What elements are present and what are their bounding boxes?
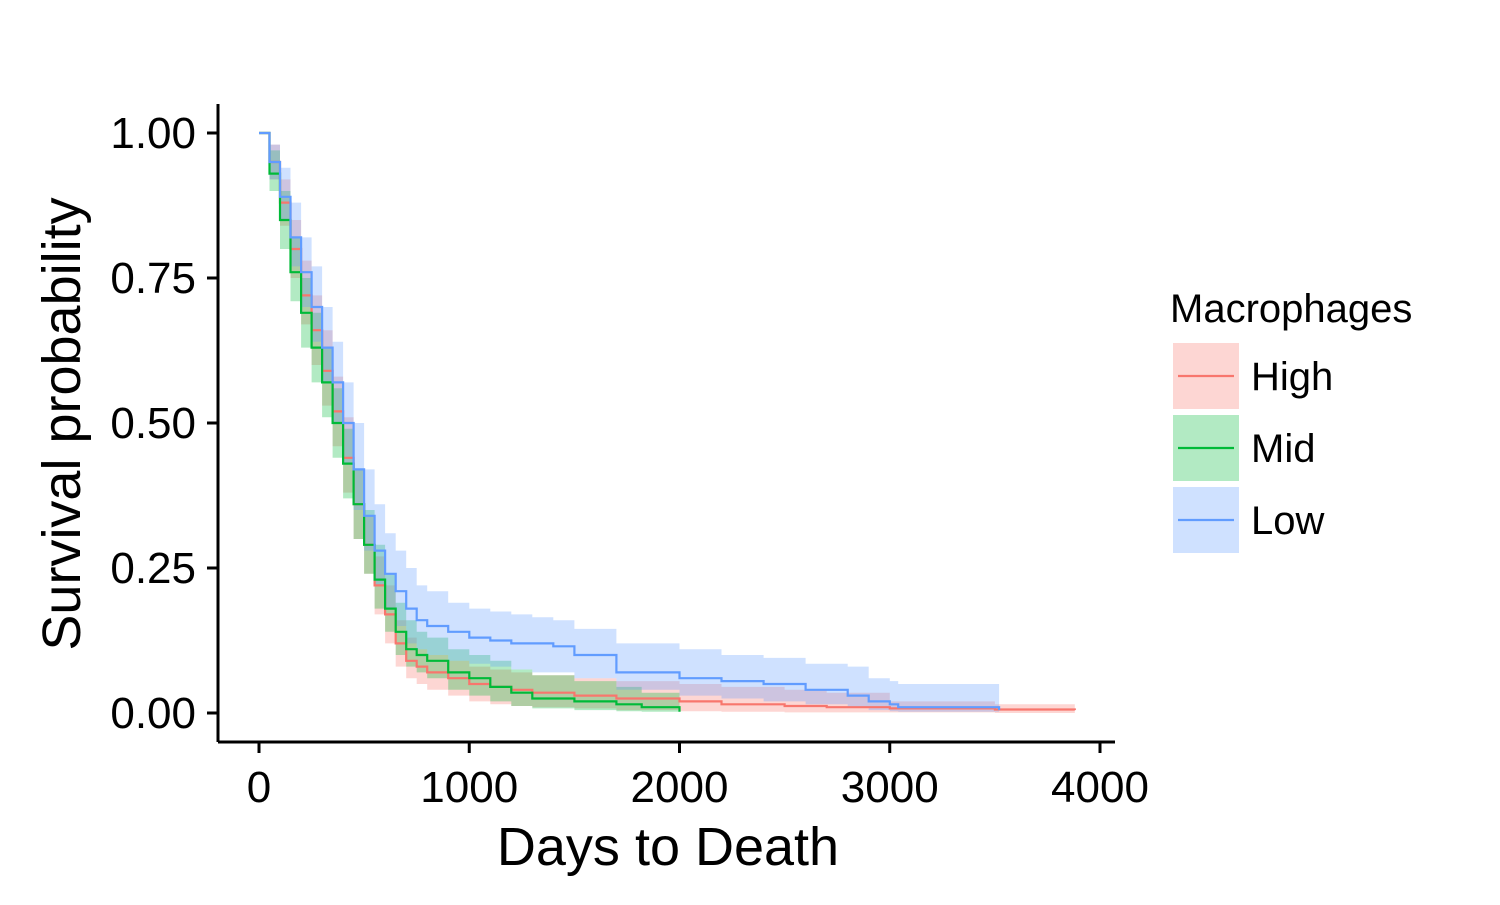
y-tick-label: 0.75 — [110, 254, 196, 303]
x-tick-label: 4000 — [1051, 763, 1149, 812]
legend-item-high: High — [1173, 343, 1333, 409]
y-tick-label: 1.00 — [110, 109, 196, 158]
y-tick-label: 0.25 — [110, 544, 196, 593]
survival-curves — [259, 131, 1076, 712]
x-tick-label: 1000 — [420, 763, 518, 812]
curve-mid — [259, 131, 681, 712]
x-axis-title: Days to Death — [497, 817, 839, 877]
band-high — [259, 133, 1075, 713]
x-axis-ticks: 0 1000 2000 3000 4000 — [247, 742, 1149, 812]
legend-title: Macrophages — [1170, 287, 1412, 331]
x-tick-label: 2000 — [631, 763, 729, 812]
legend-label-high: High — [1251, 355, 1333, 399]
curve-low — [259, 131, 1001, 711]
legend-label-low: Low — [1251, 499, 1324, 543]
x-tick-label: 0 — [247, 763, 271, 812]
curve-high — [259, 131, 1076, 711]
y-axis-ticks: 0.00 0.25 0.50 0.75 1.00 — [110, 109, 218, 738]
y-tick-label: 0.50 — [110, 399, 196, 448]
confidence-bands — [259, 133, 1075, 713]
band-low — [259, 133, 1000, 713]
band-mid — [259, 133, 680, 713]
legend-item-mid: Mid — [1173, 415, 1315, 481]
y-axis-title: Survival probability — [32, 197, 92, 650]
x-tick-label: 3000 — [841, 763, 939, 812]
legend-items: High Mid Low — [1173, 343, 1333, 553]
legend-label-mid: Mid — [1251, 427, 1315, 471]
legend-item-low: Low — [1173, 487, 1324, 553]
legend: Macrophages High Mid Low — [1170, 287, 1412, 553]
y-tick-label: 0.00 — [110, 689, 196, 738]
